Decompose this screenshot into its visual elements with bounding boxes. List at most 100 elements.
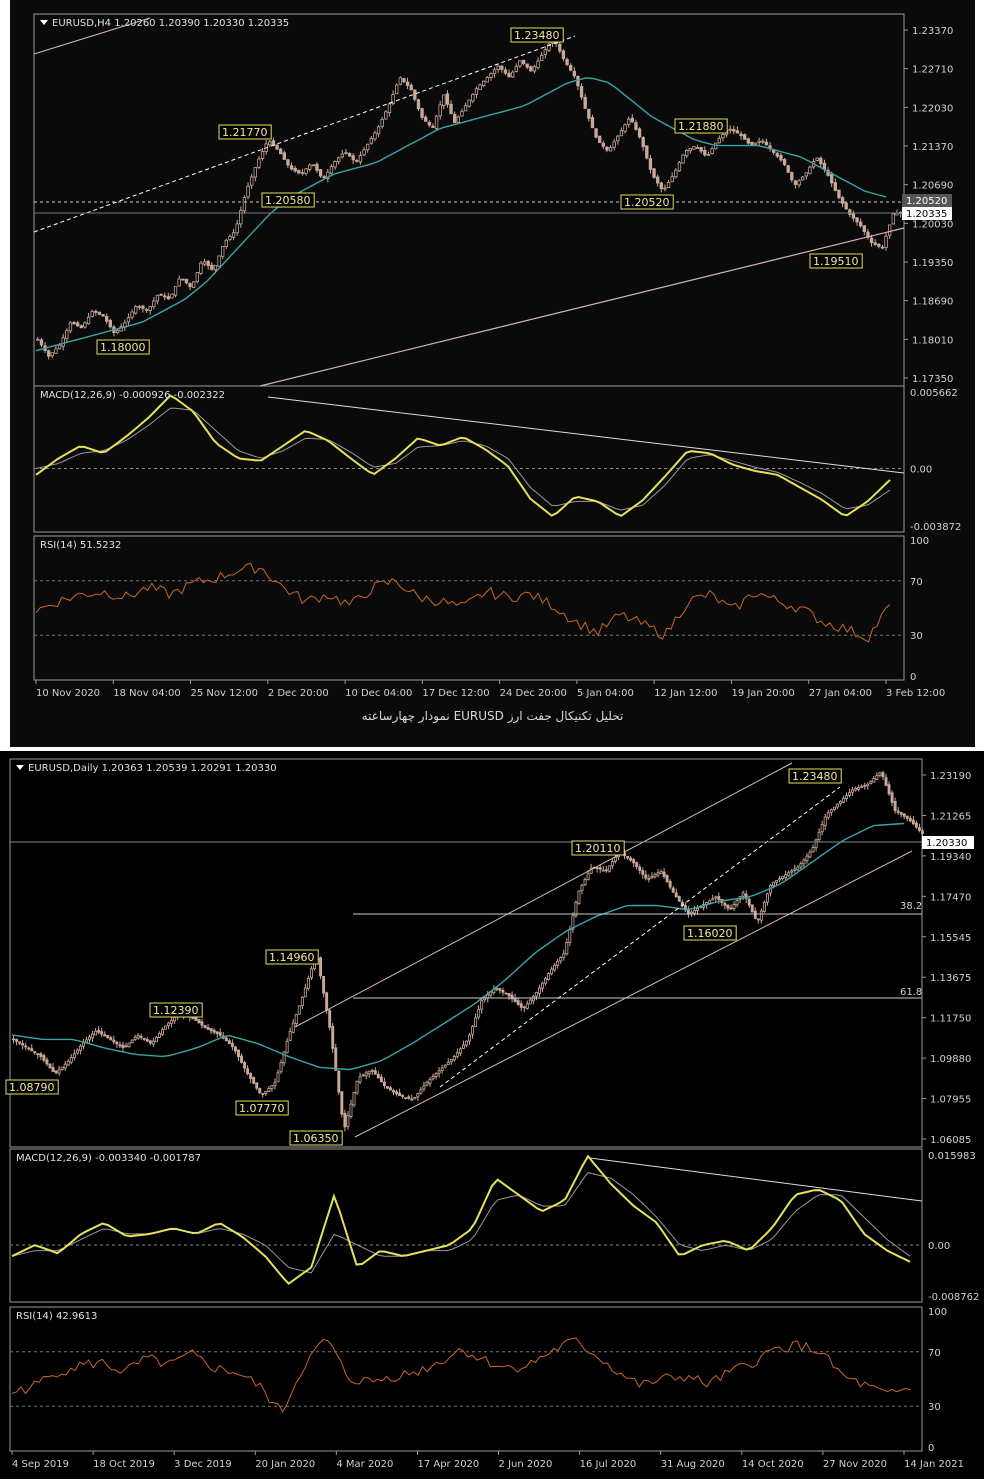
candle-body (405, 81, 410, 86)
candle-body (291, 1022, 295, 1033)
candle-body (878, 772, 882, 776)
candle-body (246, 1068, 250, 1075)
annotation-label-box (149, 1002, 203, 1018)
price-tick-label: 1.09880 (930, 1054, 971, 1065)
candle-body (726, 904, 730, 909)
candle-body (206, 260, 210, 267)
candle-body (685, 149, 689, 157)
h4-chart-svg: 1.23370 1.22710 1.22030 1.21370 1.20690 1.200… (33, 13, 961, 699)
candle-body (891, 213, 895, 225)
candle-body (224, 1037, 228, 1042)
candle-body (72, 321, 76, 325)
candle-body (623, 124, 627, 132)
x-tick-label: 31 Aug 2020 (661, 1459, 725, 1470)
rsi-pane-border (33, 535, 905, 681)
x-tick-label: 25 Nov 12:00 (191, 688, 258, 699)
candle-body (914, 822, 918, 828)
x-tick-label: 3 Feb 12:00 (886, 688, 945, 699)
candle-body (136, 1035, 140, 1039)
candle-body (750, 141, 754, 146)
candle-body (887, 784, 891, 795)
candle-body (511, 71, 515, 78)
candle-body (607, 865, 611, 872)
candle-body (79, 325, 83, 329)
candle-body (854, 787, 858, 791)
candle-body (890, 792, 894, 803)
candle-body (297, 169, 301, 174)
candle-body (362, 149, 366, 156)
candle-body (565, 59, 569, 65)
candle-body (391, 94, 395, 104)
candle-body (322, 176, 326, 179)
candle-body (115, 330, 120, 334)
candle-body (805, 855, 809, 862)
candle-body (728, 128, 732, 131)
annotation-label: 1.20520 (624, 196, 670, 209)
candle-body (361, 1074, 365, 1077)
candle-body (662, 871, 666, 877)
candle-body (458, 1048, 462, 1054)
candle-body (819, 157, 823, 165)
candle-body (370, 1069, 374, 1072)
candle-body (181, 278, 185, 281)
candle-body (860, 785, 864, 788)
candle-body (398, 1092, 402, 1097)
price-tick-label: 1.18690 (912, 297, 953, 308)
candle-body (12, 1038, 15, 1041)
candle-body (309, 968, 313, 979)
rsi-line (11, 1337, 911, 1413)
candle-body (376, 1074, 380, 1079)
candle-body (379, 1076, 383, 1083)
candle-body (195, 272, 199, 283)
rsi-title: RSI(14) 51.5232 (40, 540, 121, 551)
candle-body (735, 130, 740, 134)
candle-body (191, 1017, 195, 1020)
candle-body (192, 281, 196, 288)
candle-body (486, 994, 490, 999)
candle-body (282, 1051, 286, 1064)
macd-line (11, 1154, 911, 1286)
candle-body (78, 1045, 82, 1051)
candle-body (703, 150, 707, 156)
candle-body (590, 117, 595, 129)
candle-body (249, 1073, 253, 1080)
candle-body (863, 785, 867, 787)
candle-body (677, 895, 681, 902)
candle-body (413, 89, 417, 100)
rsi-tick-label: 0 (928, 1443, 934, 1454)
candle-body (289, 165, 294, 170)
candle-body (90, 311, 94, 317)
candle-body (830, 174, 834, 184)
candle-body (532, 66, 537, 72)
candle-body (130, 1039, 134, 1044)
candle-body (587, 108, 591, 119)
candle-body (465, 1040, 468, 1046)
candle-body (902, 813, 906, 817)
candle-body (808, 166, 812, 175)
candle-body (148, 1040, 152, 1044)
candle-body (164, 1025, 167, 1030)
rsi-tick-label: 100 (910, 536, 929, 547)
candle-body (498, 988, 502, 991)
candle-body (632, 859, 636, 864)
candle-body (743, 134, 747, 140)
candle-body (553, 964, 557, 971)
x-tick-label: 10 Nov 2020 (36, 688, 100, 699)
candle-body (629, 857, 633, 861)
candle-body (228, 236, 232, 240)
candle-body (184, 278, 189, 284)
candle-body (227, 1040, 231, 1045)
annotation-label: 1.19510 (813, 255, 859, 268)
x-tick-label: 2 Dec 20:00 (268, 688, 329, 699)
macd-title: MACD(12,26,9) -0.000926 -0.002322 (40, 390, 225, 401)
candle-body (48, 1063, 52, 1069)
candle-body (619, 130, 624, 137)
candle-body (250, 176, 254, 186)
candle-body (759, 910, 763, 921)
candle-body (808, 851, 812, 858)
candle-body (206, 1027, 210, 1030)
candle-body (76, 322, 80, 327)
candle-body (790, 172, 794, 181)
candle-body (261, 1093, 265, 1095)
annotation-label-box (683, 925, 737, 941)
